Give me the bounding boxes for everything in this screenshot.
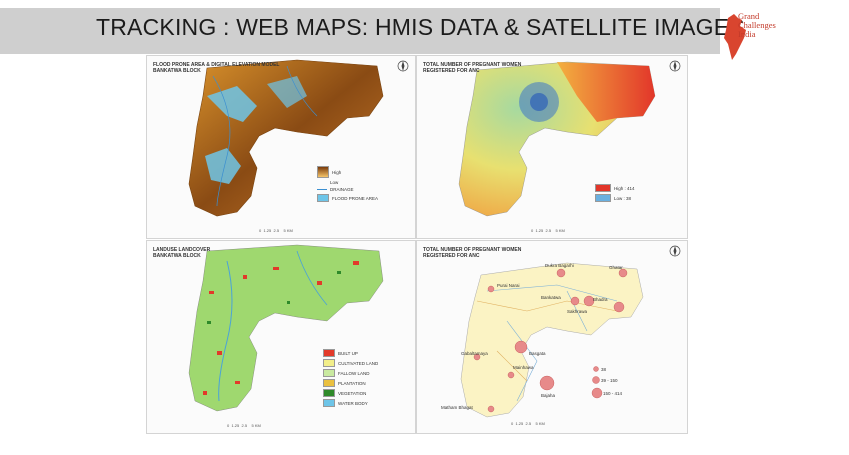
place-label: Sakhrawa bbox=[567, 309, 588, 314]
anc-heat-svg bbox=[458, 61, 656, 217]
map-anc-proportional: TOTAL NUMBER OF PREGNANT WOMEN REGISTERE… bbox=[416, 240, 688, 434]
slide-title: TRACKING : WEB MAPS: HMIS DATA & SATELLI… bbox=[96, 14, 745, 40]
anc-bubble-svg bbox=[460, 262, 644, 418]
landuse-svg bbox=[188, 244, 384, 412]
north-arrow-icon bbox=[669, 60, 681, 72]
scale-bar: 0 1.25 2.5 5 KM bbox=[227, 423, 261, 428]
flood-map-svg bbox=[188, 59, 384, 217]
map-legend: 38 39 - 150 150 - 414 bbox=[591, 363, 622, 401]
map-title: LANDUSE LANDCOVER BANKATWA BLOCK bbox=[153, 247, 211, 259]
map-title: FLOOD PRONE AREA & DIGITAL ELEVATION MOD… bbox=[153, 62, 280, 74]
place-label: Bhadra bbox=[593, 297, 608, 302]
map-anc-heatmap: TOTAL NUMBER OF PREGNANT WOMEN REGISTERE… bbox=[416, 55, 688, 239]
scale-bar: 0 1.25 2.5 5 KM bbox=[531, 228, 565, 233]
place-label: Bajaha bbox=[541, 393, 556, 398]
scale-bar: 0 1.25 2.5 5 KM bbox=[511, 421, 545, 426]
map-title: TOTAL NUMBER OF PREGNANT WOMEN REGISTERE… bbox=[423, 62, 522, 74]
logo-text: Grand Challenges India bbox=[738, 11, 776, 39]
place-label: Dukra Bagarhi bbox=[545, 263, 574, 268]
map-flood-prone-dem: FLOOD PRONE AREA & DIGITAL ELEVATION MOD… bbox=[146, 55, 416, 239]
place-label: Matham Bhagat bbox=[441, 405, 473, 410]
map-legend: High : 414 Low : 38 bbox=[595, 182, 635, 204]
scale-bar: 0 1.25 2.5 5 KM bbox=[259, 228, 293, 233]
title-bar bbox=[0, 8, 720, 54]
map-legend: High Low DRAINAGE FLOOD PRONE AREA bbox=[317, 164, 378, 204]
map-landuse-landcover: LANDUSE LANDCOVER BANKATWA BLOCK BUILT U… bbox=[146, 240, 416, 434]
place-label: Mainhawa bbox=[513, 365, 534, 370]
place-label: Gabaltamaya bbox=[461, 351, 488, 356]
place-label: Ghatar bbox=[609, 265, 623, 270]
north-arrow-icon bbox=[669, 245, 681, 257]
india-map-logo bbox=[724, 14, 746, 60]
map-title: TOTAL NUMBER OF PREGNANT WOMEN REGISTERE… bbox=[423, 247, 522, 259]
place-label: Purai Narai bbox=[497, 283, 520, 288]
place-label: Basgata bbox=[529, 351, 546, 356]
map-legend: BUILT UP CULTIVATED LAND FALLOW LAND PLA… bbox=[323, 347, 378, 409]
place-label: Bankatwa bbox=[541, 295, 561, 300]
north-arrow-icon bbox=[397, 60, 409, 72]
